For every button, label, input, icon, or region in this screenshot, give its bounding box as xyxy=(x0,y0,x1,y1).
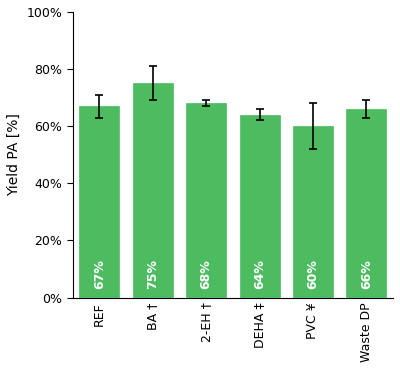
Bar xyxy=(293,126,333,297)
Text: 68%: 68% xyxy=(200,259,213,289)
Y-axis label: Yield PA [%]: Yield PA [%] xyxy=(7,113,21,196)
Text: 75%: 75% xyxy=(146,259,159,289)
Text: 60%: 60% xyxy=(306,259,320,289)
Text: 64%: 64% xyxy=(253,259,266,289)
Bar xyxy=(133,83,173,297)
Bar xyxy=(240,115,280,297)
Bar xyxy=(346,109,386,297)
Text: 67%: 67% xyxy=(93,259,106,289)
Bar xyxy=(80,106,120,297)
Bar xyxy=(186,103,226,297)
Text: 66%: 66% xyxy=(360,259,373,289)
